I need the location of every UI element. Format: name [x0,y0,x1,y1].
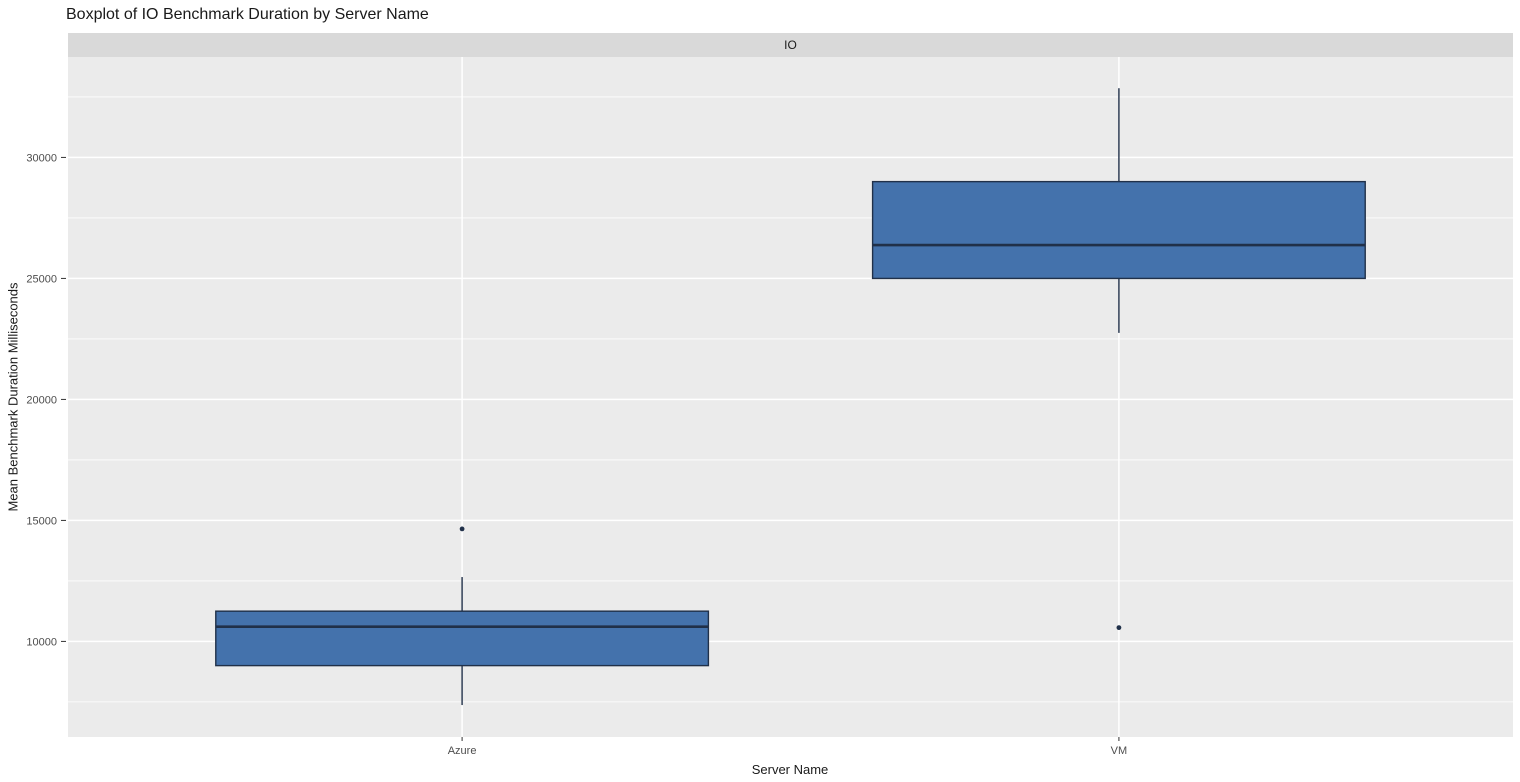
facet-strip-label: IO [784,38,797,52]
y-tick-label: 30000 [26,152,57,164]
box-vm [871,180,1366,280]
x-tick-label: Azure [448,745,477,757]
outlier-point-vm [1116,625,1122,631]
y-axis-title: Mean Benchmark Duration Milliseconds [5,282,21,512]
outlier-point-azure [459,526,465,532]
chart-title: Boxplot of IO Benchmark Duration by Serv… [66,6,429,23]
y-tick-label: 20000 [26,394,57,406]
x-tick-label: VM [1111,745,1128,757]
box-azure [215,610,710,667]
facet-strip: IO [68,33,1513,57]
x-axis-title: Server Name [751,762,829,777]
y-tick-label: 15000 [26,515,57,527]
y-tick-label: 10000 [26,636,57,648]
y-tick-label: 25000 [26,273,57,285]
